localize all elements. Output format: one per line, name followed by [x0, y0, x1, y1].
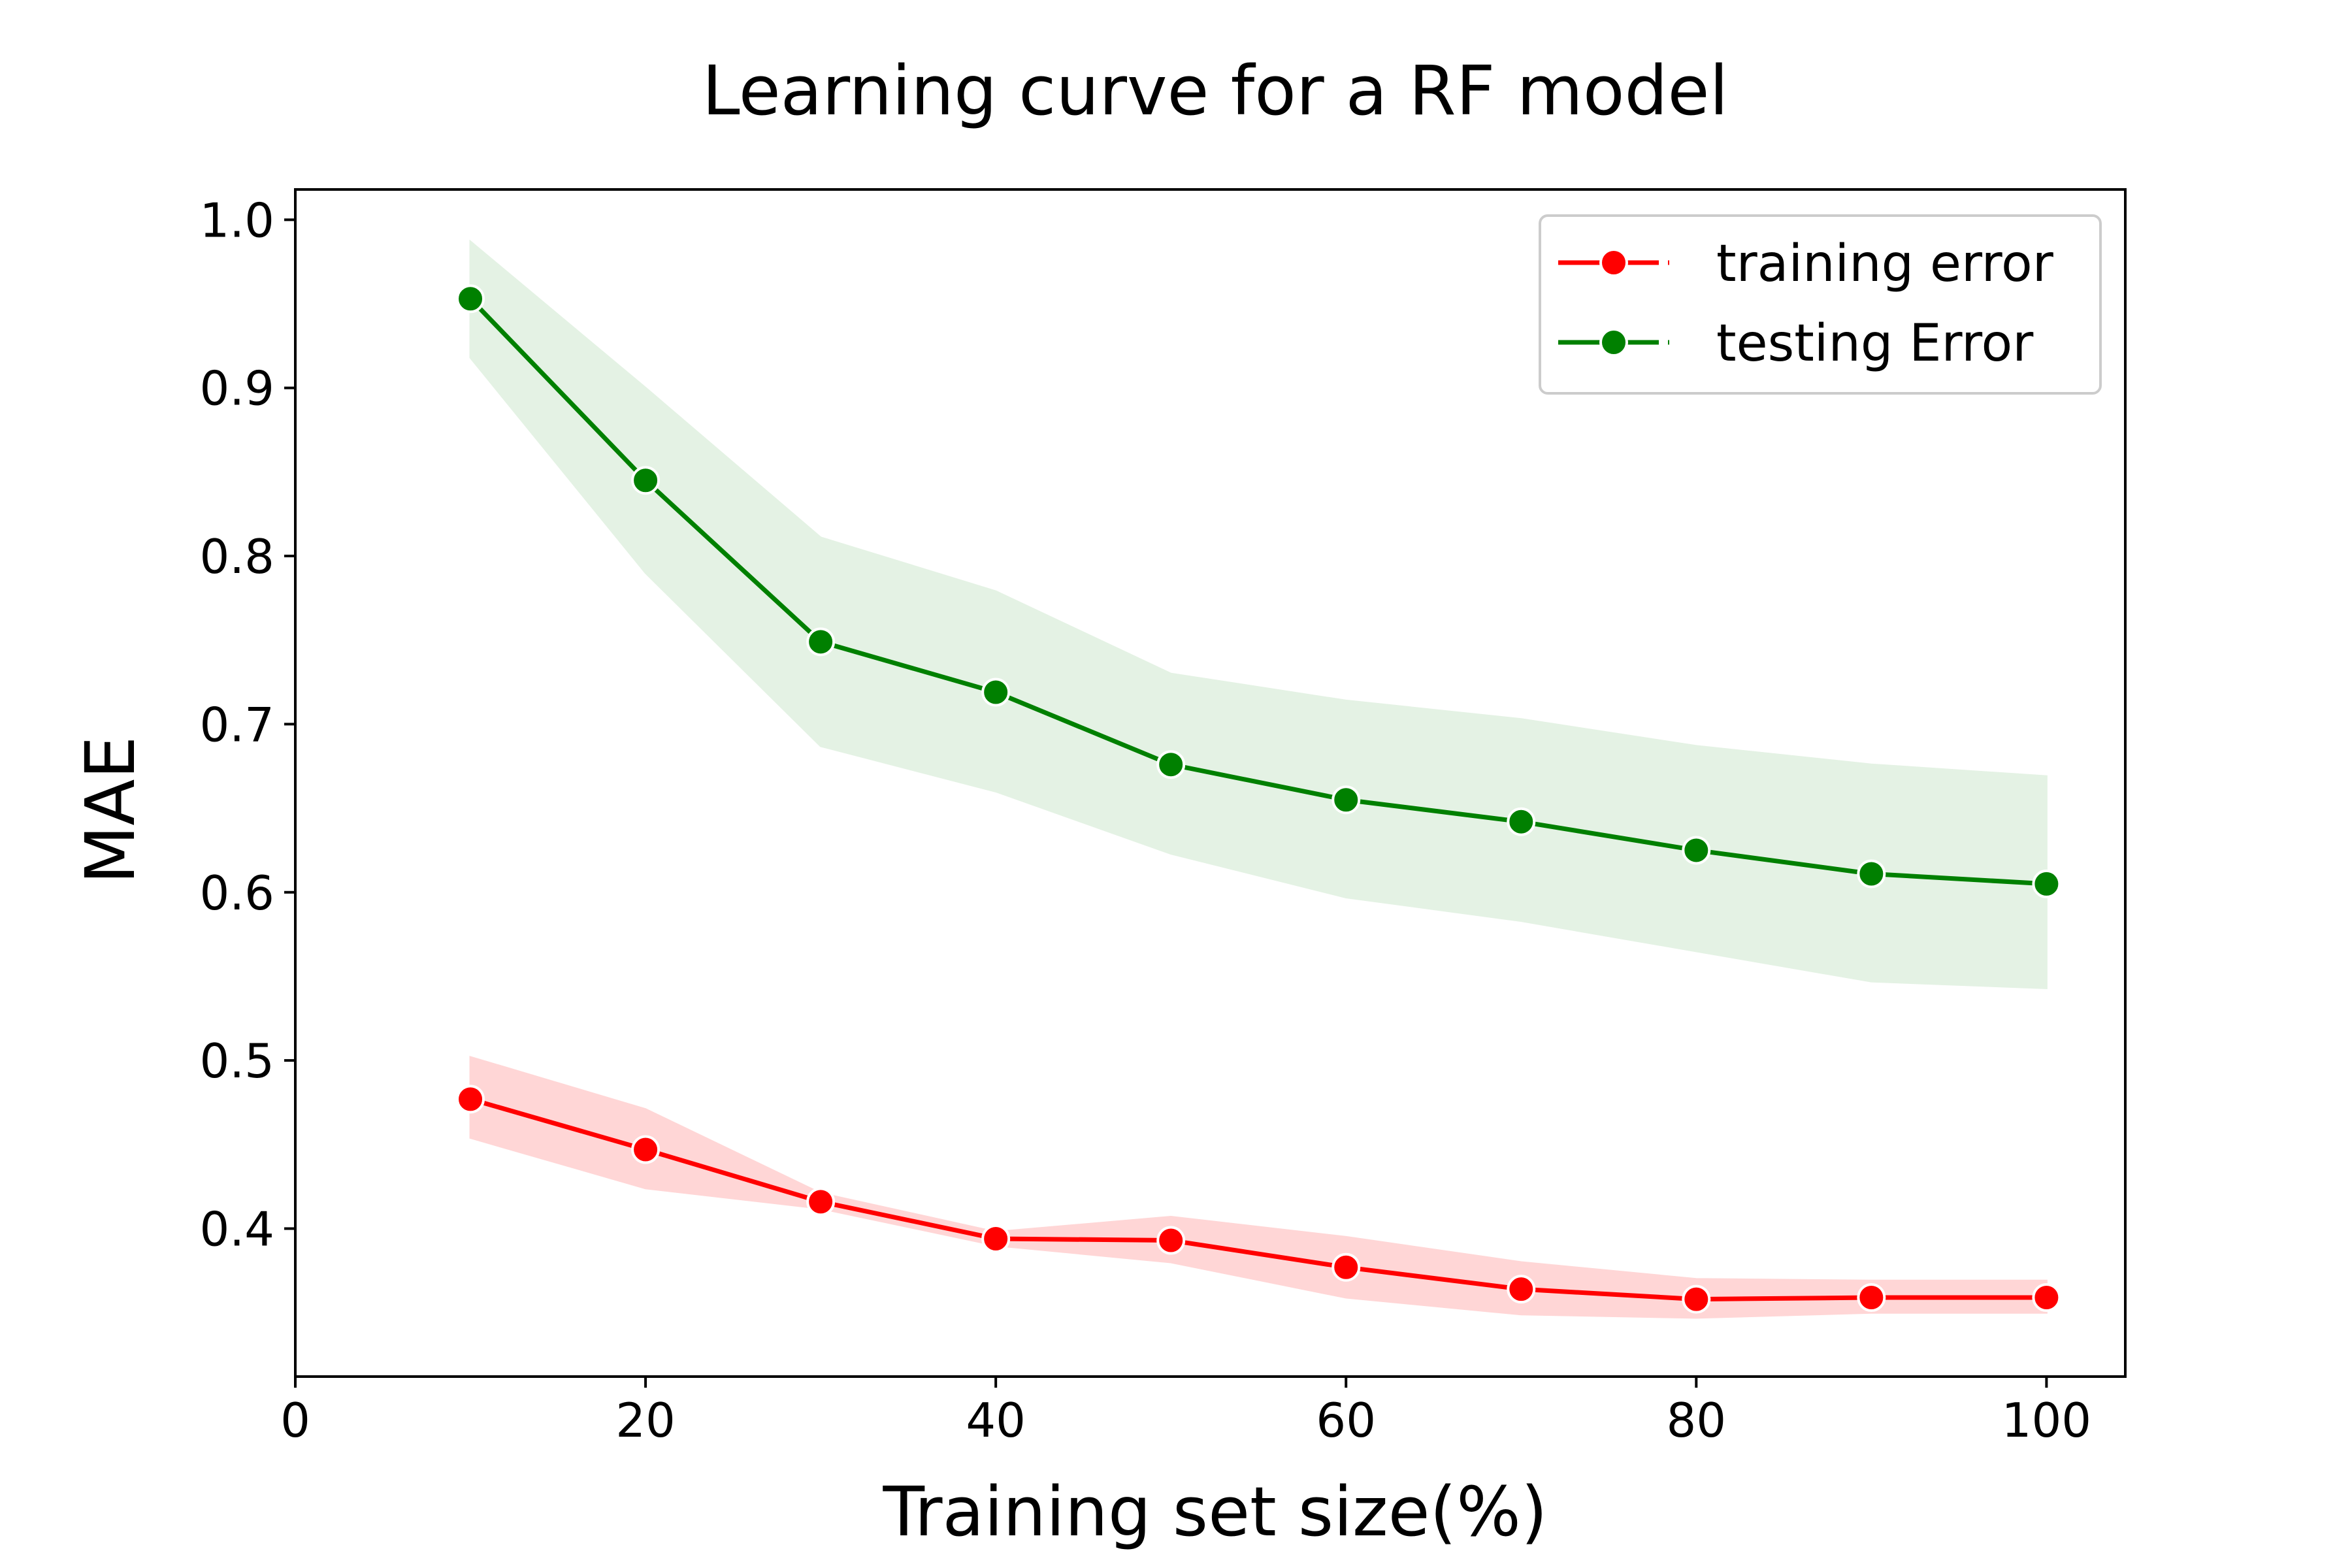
data-point — [806, 627, 836, 657]
data-point — [1156, 750, 1186, 779]
data-point — [1507, 1275, 1536, 1304]
y-tick-label: 0.8 — [199, 529, 274, 584]
data-point — [2032, 869, 2061, 898]
confidence-band-1 — [469, 239, 2048, 990]
data-point — [1507, 807, 1536, 836]
y-tick-label: 0.9 — [199, 361, 274, 416]
y-tick-label: 0.4 — [199, 1202, 274, 1257]
data-point — [1857, 1283, 1886, 1313]
legend-box — [1539, 214, 2102, 395]
chart-title: Learning curve for a RF model — [702, 51, 1729, 131]
legend: training error testing Error — [1539, 214, 2102, 395]
y-tick-label: 0.6 — [199, 866, 274, 921]
x-tick-label: 40 — [966, 1393, 1026, 1448]
data-point — [1682, 1284, 1711, 1314]
data-point — [1156, 1226, 1186, 1255]
x-tick-label: 80 — [1666, 1393, 1726, 1448]
y-tick-label: 1.0 — [199, 193, 274, 248]
confidence-bands — [469, 239, 2048, 1319]
legend-label-1: testing Error — [1716, 314, 2034, 373]
series-lines — [468, 297, 2047, 1302]
legend-marker-1 — [1599, 328, 1628, 357]
y-tick-label: 0.7 — [199, 697, 274, 752]
data-point — [806, 1187, 836, 1217]
confidence-band-0 — [469, 1055, 2048, 1319]
legend-marker-0 — [1599, 248, 1628, 277]
data-point — [1331, 1252, 1361, 1282]
data-point — [456, 1085, 485, 1114]
y-tick-label: 0.5 — [199, 1034, 274, 1088]
data-point — [981, 1224, 1011, 1253]
series-line-1 — [468, 297, 2047, 887]
data-point — [1857, 859, 1886, 889]
data-point — [1331, 785, 1361, 815]
data-point — [631, 466, 661, 495]
data-point — [1682, 836, 1711, 865]
x-tick-label: 20 — [615, 1393, 676, 1448]
x-tick-label: 60 — [1316, 1393, 1376, 1448]
data-point — [2032, 1283, 2061, 1313]
series-markers — [456, 284, 2061, 1314]
series-line-0 — [470, 1096, 2047, 1302]
x-axis-ticks: 0 20 40 60 80 100 — [280, 1377, 2091, 1448]
data-point — [981, 678, 1011, 707]
legend-label-0: training error — [1716, 235, 2054, 293]
x-tick-label: 0 — [280, 1393, 310, 1448]
data-point — [456, 284, 485, 314]
data-point — [631, 1135, 661, 1164]
plot-frame — [294, 188, 2127, 1378]
x-axis-label: Training set size(%) — [882, 1472, 1547, 1552]
y-axis-label: MAE — [71, 736, 150, 885]
y-axis-ticks: 0.4 0.5 0.6 0.7 0.8 0.9 1.0 — [199, 193, 295, 1257]
x-tick-label: 100 — [2002, 1393, 2091, 1448]
